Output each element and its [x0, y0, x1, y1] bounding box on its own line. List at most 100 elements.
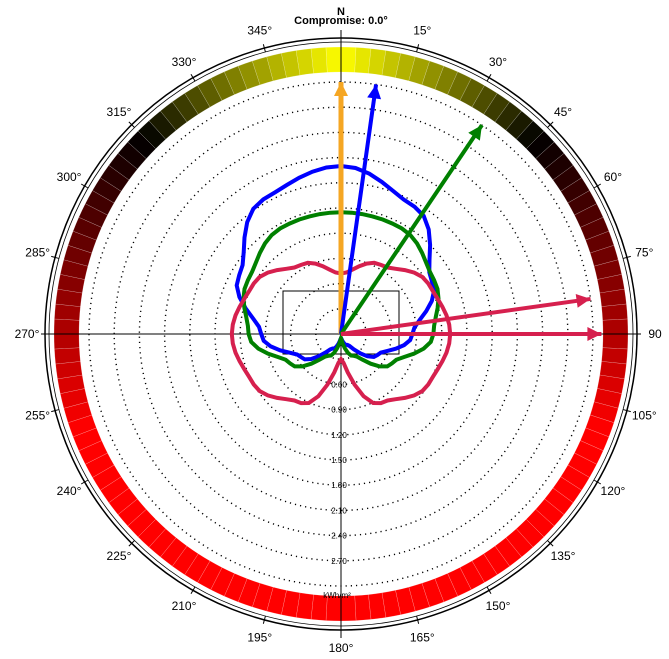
angle-tick: [128, 121, 135, 128]
ring-segment: [494, 537, 522, 567]
north-label: N: [337, 6, 345, 18]
angle-label-105: 105°: [632, 408, 657, 422]
angle-tick: [190, 586, 196, 595]
ring-segment: [251, 56, 274, 86]
ring-segment: [580, 216, 610, 241]
ring-segment: [602, 318, 629, 335]
ring-segment: [483, 92, 511, 123]
ring-segment: [459, 77, 485, 108]
ring-segment: [552, 476, 583, 504]
ring-segment: [197, 560, 223, 591]
arrow-line-crimson: [340, 296, 591, 336]
ring-segment: [567, 190, 598, 216]
ring-segment: [599, 361, 627, 380]
ring-segment: [596, 274, 625, 294]
angle-label-210: 210°: [172, 599, 197, 613]
angle-label-150: 150°: [486, 599, 511, 613]
ring-segment: [421, 60, 445, 90]
angle-tick: [262, 44, 266, 53]
radial-label: 1.80: [331, 481, 347, 490]
angle-tick: [51, 409, 60, 413]
angle-tick: [593, 479, 602, 485]
ring-segment: [589, 401, 619, 424]
ring-segment: [325, 46, 342, 73]
ring-segment: [310, 47, 328, 74]
ring-segment: [459, 560, 485, 591]
radial-label: 1.50: [331, 456, 347, 465]
ring-segment: [54, 303, 81, 321]
angle-tick: [593, 183, 602, 189]
ring-segment: [63, 244, 93, 267]
ring-segment: [471, 85, 498, 115]
arrowhead-blue: [367, 84, 382, 100]
ring-segment: [63, 401, 93, 424]
arrowhead-crimson: [575, 293, 591, 308]
ring-segment: [148, 110, 177, 140]
ring-segment: [535, 498, 565, 527]
angle-tick: [622, 409, 631, 413]
ring-segment: [67, 230, 97, 254]
angle-label-330: 330°: [172, 55, 197, 69]
ring-segment: [434, 573, 459, 603]
ring-segment: [210, 71, 235, 101]
angle-label-255: 255°: [25, 408, 50, 422]
ring-segment: [237, 60, 261, 90]
arrowhead-orange: [334, 82, 348, 96]
angle-tick: [262, 615, 266, 624]
ring-segment: [197, 77, 223, 108]
angle-label-270: 270°: [15, 327, 40, 341]
ring-segment: [184, 553, 211, 583]
ring-segment: [325, 595, 342, 622]
angle-label-315: 315°: [107, 105, 132, 119]
angle-label-225: 225°: [107, 549, 132, 563]
angle-label-15: 15°: [413, 24, 431, 38]
angle-tick: [486, 73, 492, 82]
ring-segment: [602, 333, 629, 350]
angle-tick: [416, 615, 420, 624]
ring-segment: [585, 414, 615, 438]
arrow-line-blue: [339, 84, 379, 335]
ring-segment: [237, 578, 261, 608]
ring-segment: [117, 141, 147, 170]
ring-segment: [171, 545, 199, 576]
arrow-line-green: [339, 123, 484, 336]
ring-segment: [281, 50, 301, 79]
ring-segment: [53, 333, 80, 350]
angle-tick: [416, 44, 420, 53]
radial-label: 0.90: [331, 406, 347, 415]
ring-segment: [223, 65, 248, 95]
ring-segment: [72, 216, 102, 241]
ring-segment: [601, 303, 628, 321]
ring-segment: [54, 347, 81, 365]
ring-segment: [544, 153, 574, 181]
ring-segment: [354, 47, 372, 74]
angle-label-180: 180°: [329, 641, 354, 655]
angle-label-60: 60°: [604, 170, 622, 184]
ring-segment: [505, 110, 534, 140]
ring-segment: [223, 573, 248, 603]
radial-label: 2.70: [331, 557, 347, 566]
ring-segment: [295, 48, 314, 76]
angle-tick: [51, 255, 60, 259]
ring-segment: [395, 586, 416, 616]
compromise-title: Compromise: 0.0°: [294, 15, 388, 27]
ring-segment: [593, 259, 623, 280]
ring-segment: [137, 518, 167, 548]
ring-segment: [505, 528, 534, 558]
series-curve-blue: [234, 163, 437, 362]
ring-segment: [84, 190, 115, 216]
ring-segment: [160, 101, 188, 131]
ring-segment: [535, 141, 565, 170]
ring-segment: [310, 594, 328, 621]
ring-segment: [99, 164, 130, 192]
ring-segment: [340, 46, 357, 73]
angle-label-135: 135°: [551, 549, 576, 563]
ring-segment: [92, 177, 122, 204]
angle-label-165: 165°: [410, 630, 435, 644]
radial-label: 0.60: [331, 380, 347, 389]
ring-segment: [251, 582, 274, 612]
radial-label: 1.20: [331, 431, 347, 440]
angle-label-75: 75°: [635, 246, 653, 260]
ring-segment: [53, 318, 80, 335]
ring-segment: [601, 347, 628, 365]
